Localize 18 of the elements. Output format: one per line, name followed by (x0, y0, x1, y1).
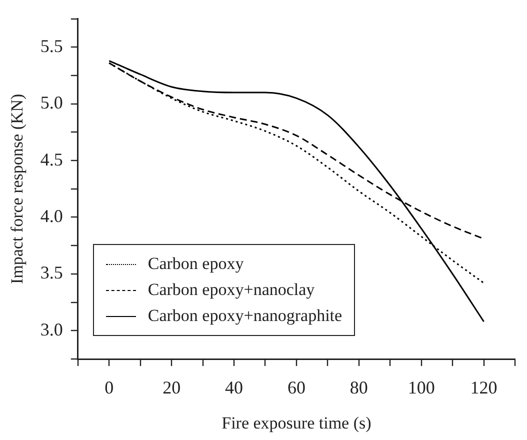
legend-label: Carbon epoxy+nanographite (148, 306, 342, 326)
legend-label: Carbon epoxy (148, 254, 244, 274)
y-tick-label: 4.5 (40, 149, 63, 170)
y-tick-label: 3.0 (40, 319, 63, 340)
x-tick-label: 0 (104, 378, 114, 398)
y-tick-label: 3.5 (40, 262, 63, 283)
y-tick-label: 5.5 (40, 36, 63, 56)
x-tick-label: 80 (350, 378, 368, 398)
x-tick-label: 40 (225, 378, 244, 398)
legend-label: Carbon epoxy+nanoclay (148, 280, 315, 300)
y-axis-title: Impact force response (KN) (8, 94, 27, 284)
x-tick-label: 120 (470, 378, 498, 398)
y-tick-label: 5.0 (40, 92, 63, 113)
y-tick-label: 4.0 (40, 206, 63, 226)
x-tick-label: 100 (408, 378, 435, 398)
x-tick-label: 20 (162, 378, 181, 398)
x-tick-label: 60 (287, 378, 306, 398)
x-axis-title: Fire exposure time (s) (222, 413, 372, 432)
